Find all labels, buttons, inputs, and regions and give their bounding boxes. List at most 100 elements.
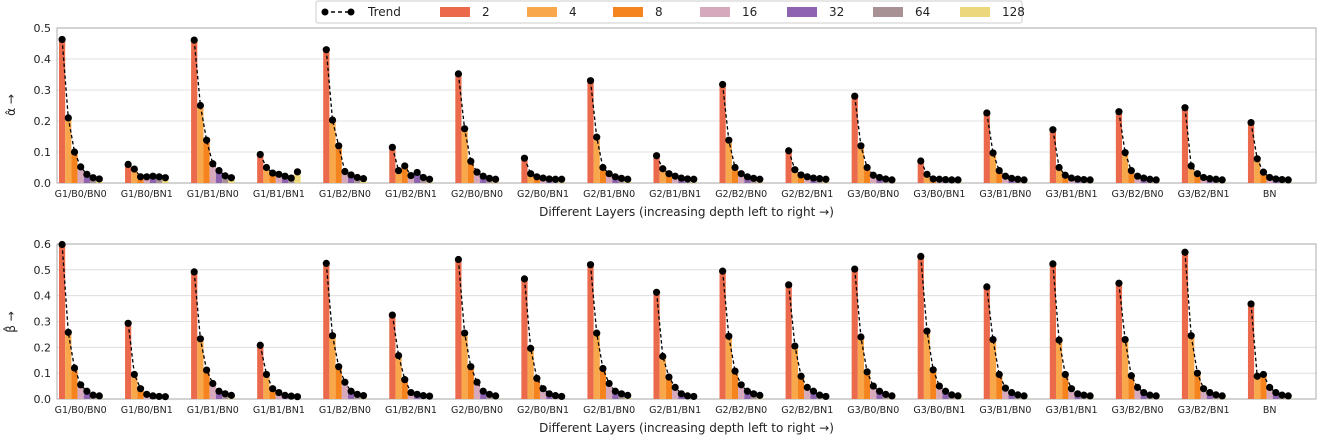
- x-tick-label: G3/B2/BN0: [1112, 405, 1164, 416]
- layer-group: [454, 255, 500, 400]
- bar-16: [1068, 388, 1075, 399]
- bar-8: [401, 165, 408, 183]
- bar-8: [665, 377, 673, 399]
- trend-point: [743, 387, 752, 395]
- trend-point: [863, 368, 871, 376]
- trend-point: [136, 385, 145, 393]
- trend-point: [652, 152, 661, 160]
- bar-8: [996, 374, 1003, 399]
- trend-point: [983, 283, 991, 291]
- y-tick-label: 0.5: [34, 22, 52, 35]
- bar-4: [263, 167, 270, 183]
- bar-8: [1062, 374, 1069, 399]
- trend-point: [155, 392, 163, 401]
- trend-point: [1020, 176, 1028, 184]
- bar-2: [455, 73, 462, 183]
- bar-16: [209, 163, 216, 183]
- bar-32: [612, 391, 619, 399]
- layer-group: [322, 259, 368, 400]
- bar-2: [125, 164, 132, 183]
- trend-point: [1253, 372, 1261, 380]
- trend-point: [149, 392, 157, 400]
- layer-group: [256, 150, 302, 183]
- trend-point: [479, 172, 487, 180]
- trend-point: [1218, 176, 1226, 184]
- trend-point: [269, 385, 277, 393]
- layer-group: [58, 240, 103, 400]
- bar-2: [323, 263, 330, 399]
- trend-point: [683, 175, 692, 183]
- bar-4: [197, 338, 204, 399]
- bar-2: [257, 154, 264, 183]
- trend-point: [89, 174, 97, 182]
- trend-point: [209, 160, 217, 168]
- trend-point: [124, 319, 132, 327]
- bar-16: [672, 387, 679, 399]
- trend-point: [1247, 118, 1255, 127]
- bar-4: [857, 145, 865, 183]
- bar-8: [797, 376, 805, 399]
- trend-point: [948, 391, 956, 399]
- bar-8: [1260, 172, 1267, 183]
- trend-point: [941, 387, 950, 395]
- trend-point: [617, 390, 626, 398]
- legend: Trend 2 4 8 16 32 64 128: [315, 0, 1025, 24]
- bar-2: [1049, 263, 1056, 399]
- legend-label-64: 64: [915, 5, 930, 19]
- trend-point: [130, 370, 138, 379]
- bar-8: [599, 368, 607, 399]
- y-tick-label: 0.6: [34, 238, 52, 251]
- bar-4: [989, 152, 997, 183]
- trend-point: [1115, 108, 1123, 116]
- layer-group: [1247, 300, 1292, 400]
- trend-point: [425, 175, 434, 183]
- trend-point: [262, 370, 271, 379]
- trend-point: [281, 391, 289, 399]
- bar-16: [738, 384, 745, 399]
- layer-group: [388, 143, 434, 183]
- trend-point: [857, 142, 865, 150]
- trend-point: [1247, 300, 1255, 308]
- layer-group: [190, 268, 236, 399]
- trend-point: [1074, 390, 1082, 398]
- y-tick-label: 0.2: [34, 341, 52, 354]
- trend-point: [1152, 392, 1160, 400]
- trend-point: [719, 80, 727, 89]
- bar-16: [1200, 388, 1207, 399]
- trend-point: [388, 143, 396, 151]
- trend-point: [816, 391, 824, 399]
- bar-8: [269, 388, 276, 399]
- x-tick-label: G3/B2/BN0: [1112, 189, 1164, 200]
- trend-point: [671, 172, 679, 180]
- x-tick-label: G3/B1/BN1: [1045, 405, 1097, 416]
- trend-point: [256, 341, 264, 349]
- layer-group: [719, 80, 764, 183]
- trend-point: [347, 387, 355, 395]
- bar-32: [942, 391, 949, 399]
- trend-point: [750, 174, 758, 182]
- y-axis-label: β̂ →: [2, 311, 18, 333]
- bar-32: [810, 391, 817, 399]
- trend-point: [822, 175, 830, 183]
- bar-16: [870, 175, 877, 183]
- bar-32: [744, 391, 751, 399]
- bar-8: [71, 152, 78, 183]
- trend-point: [275, 170, 283, 178]
- bar-8: [335, 145, 342, 183]
- trend-point: [425, 392, 434, 400]
- trend-point: [941, 175, 950, 184]
- x-tick-label: G2/B0/BN0: [451, 405, 503, 416]
- trend-point: [948, 176, 956, 184]
- trend-point: [58, 35, 66, 44]
- trend-point: [1266, 173, 1274, 182]
- bar-8: [1128, 375, 1135, 399]
- trend-point: [461, 329, 469, 337]
- bar-8: [533, 378, 540, 399]
- trend-point: [1146, 391, 1154, 399]
- bar-4: [65, 117, 72, 183]
- trend-point: [479, 387, 487, 395]
- layer-group: [1181, 248, 1226, 400]
- bar-2: [1049, 129, 1056, 183]
- x-tick-label: G2/B2/BN0: [715, 405, 767, 416]
- bar-4: [725, 336, 732, 399]
